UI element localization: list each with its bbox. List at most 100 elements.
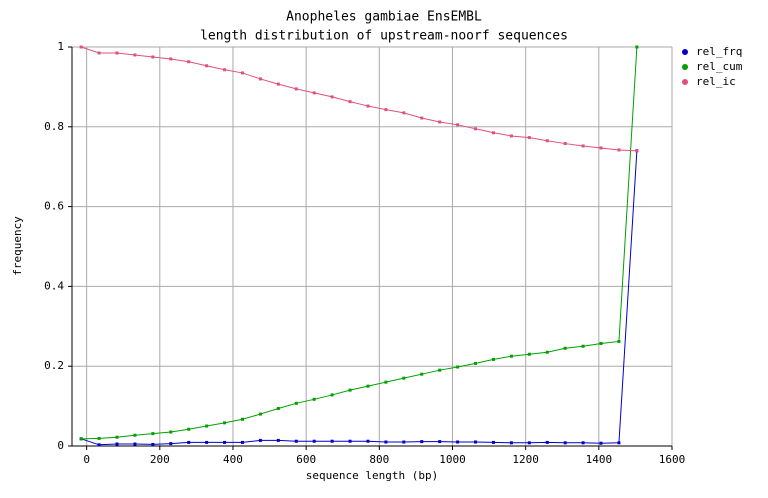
data-point xyxy=(581,441,585,445)
x-tick-label: 200 xyxy=(150,453,170,466)
data-point xyxy=(527,441,531,445)
data-point xyxy=(348,100,352,104)
data-point xyxy=(330,439,334,443)
data-point xyxy=(133,433,137,437)
y-tick-label: 1 xyxy=(57,40,64,53)
data-point xyxy=(187,60,191,64)
data-point xyxy=(384,440,388,444)
data-point xyxy=(635,149,639,153)
data-point xyxy=(115,442,119,446)
data-point xyxy=(456,123,460,127)
data-point xyxy=(223,421,227,425)
data-point xyxy=(402,111,406,115)
data-point xyxy=(348,388,352,392)
data-point xyxy=(330,95,334,99)
data-point xyxy=(617,148,621,152)
data-point xyxy=(187,427,191,431)
data-point xyxy=(438,440,442,444)
data-point xyxy=(312,439,316,443)
x-tick-label: 600 xyxy=(296,453,316,466)
data-point xyxy=(527,352,531,356)
data-point xyxy=(545,350,549,354)
data-point xyxy=(563,441,567,445)
data-point xyxy=(187,440,191,444)
data-point xyxy=(366,384,370,388)
data-point xyxy=(276,406,280,410)
y-tick-label: 0.8 xyxy=(44,120,64,133)
data-point xyxy=(491,131,495,135)
data-point xyxy=(563,142,567,146)
chart-title: Anopheles gambiae EnsEMBL xyxy=(286,10,482,25)
data-point xyxy=(223,440,227,444)
data-point xyxy=(474,361,478,365)
y-tick-label: 0.6 xyxy=(44,200,64,213)
chart-subtitle: length distribution of upstream-noorf se… xyxy=(200,29,568,44)
y-axis-label: frequency xyxy=(11,216,24,276)
data-point xyxy=(258,438,262,442)
data-point xyxy=(294,401,298,405)
data-point xyxy=(617,339,621,343)
x-tick-label: 1400 xyxy=(586,453,613,466)
data-point xyxy=(456,365,460,369)
data-point xyxy=(294,439,298,443)
x-tick-label: 0 xyxy=(83,453,90,466)
legend-marker xyxy=(682,64,688,70)
x-tick-label: 800 xyxy=(369,453,389,466)
data-point xyxy=(474,127,478,131)
data-point xyxy=(169,57,173,61)
data-point xyxy=(384,108,388,112)
data-point xyxy=(635,45,639,49)
data-point xyxy=(240,417,244,421)
data-point xyxy=(527,136,531,140)
data-point xyxy=(312,397,316,401)
x-axis-label: sequence length (bp) xyxy=(306,469,438,482)
data-point xyxy=(545,139,549,143)
data-point xyxy=(97,443,101,447)
data-point xyxy=(563,346,567,350)
data-point xyxy=(169,442,173,446)
data-point xyxy=(223,68,227,72)
data-point xyxy=(240,440,244,444)
legend-label: rel_frq xyxy=(696,45,742,58)
series-line xyxy=(80,46,637,152)
data-point xyxy=(491,440,495,444)
data-point xyxy=(115,51,119,55)
data-point xyxy=(79,45,83,49)
x-tick-label: 1600 xyxy=(659,453,686,466)
data-point xyxy=(258,77,262,81)
series-line xyxy=(81,46,638,440)
data-point xyxy=(599,441,603,445)
data-point xyxy=(366,439,370,443)
data-point xyxy=(97,51,101,55)
data-point xyxy=(438,120,442,124)
data-point xyxy=(115,435,119,439)
data-point xyxy=(509,441,513,445)
legend-label: rel_ic xyxy=(696,75,736,88)
data-point xyxy=(312,91,316,95)
x-tick-label: 400 xyxy=(223,453,243,466)
data-point xyxy=(151,55,155,59)
data-point xyxy=(581,144,585,148)
data-point xyxy=(402,440,406,444)
legend-marker xyxy=(682,49,688,55)
data-point xyxy=(420,372,424,376)
legend-marker xyxy=(682,79,688,85)
data-point xyxy=(491,357,495,361)
data-point xyxy=(133,442,137,446)
data-point xyxy=(79,437,83,441)
data-point xyxy=(348,439,352,443)
data-point xyxy=(599,146,603,150)
x-tick-label: 1200 xyxy=(512,453,539,466)
data-point xyxy=(420,440,424,444)
data-point xyxy=(240,71,244,75)
data-point xyxy=(384,380,388,384)
data-point xyxy=(97,436,101,440)
data-point xyxy=(402,376,406,380)
data-point xyxy=(294,87,298,91)
data-point xyxy=(205,64,209,68)
data-point xyxy=(205,440,209,444)
x-tick-label: 1000 xyxy=(439,453,466,466)
y-tick-label: 0.2 xyxy=(44,359,64,372)
data-point xyxy=(474,440,478,444)
